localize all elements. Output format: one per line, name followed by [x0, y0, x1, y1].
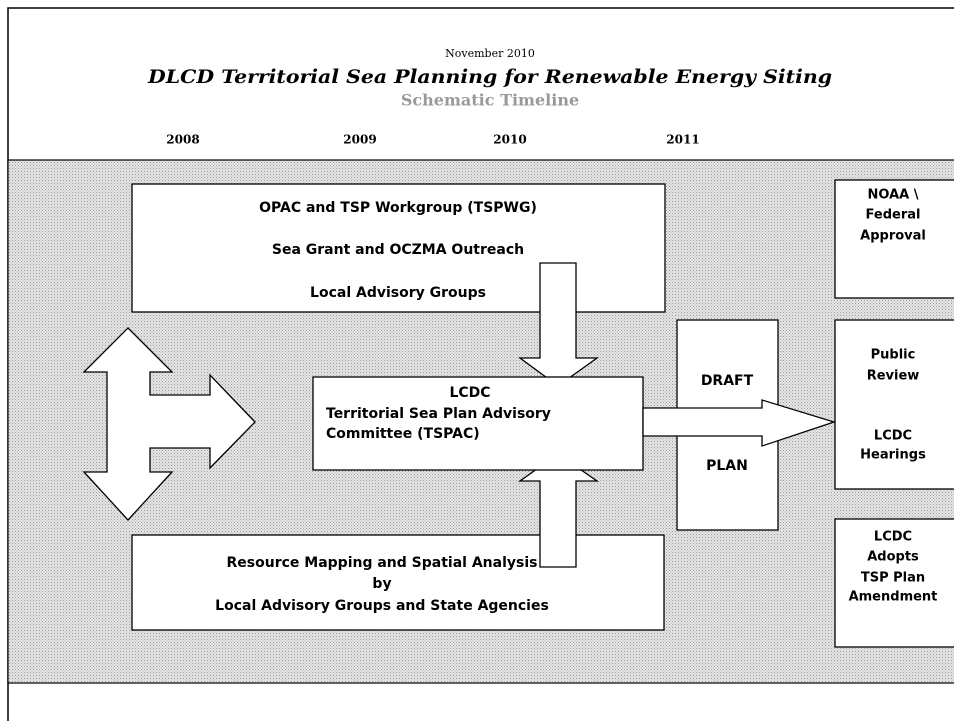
down-arrow — [518, 262, 600, 387]
box-text: by — [372, 576, 391, 592]
box-text: Hearings — [860, 448, 926, 463]
box-text: Committee (TSPAC) — [326, 426, 480, 442]
box-text: Sea Grant and OCZMA Outreach — [272, 242, 524, 258]
box-text: Review — [867, 369, 920, 384]
box-text: Resource Mapping and Spatial Analysis — [227, 555, 538, 571]
box-text: Public — [871, 348, 916, 363]
date: November 2010 — [445, 47, 535, 60]
right-arrow — [642, 399, 837, 447]
box-text: Federal — [866, 208, 921, 223]
year: 2011 — [666, 133, 699, 147]
box-text: LCDC — [449, 385, 490, 401]
box-text: NOAA \ — [868, 188, 919, 203]
box-text: Amendment — [849, 590, 938, 605]
year: 2010 — [493, 133, 526, 147]
box-text: TSP Plan — [861, 571, 925, 586]
box-text: PLAN — [706, 458, 748, 474]
box-text: LCDC — [874, 429, 912, 444]
year: 2009 — [343, 133, 376, 147]
title: DLCD Territorial Sea Planning for Renewa… — [147, 66, 832, 88]
box-text: OPAC and TSP Workgroup (TSPWG) — [259, 200, 537, 216]
box-text: LCDC — [874, 530, 912, 545]
box-text: Approval — [860, 229, 926, 244]
box-text: Local Advisory Groups and State Agencies — [215, 598, 549, 614]
box-text: Local Advisory Groups — [310, 285, 486, 301]
mapping-box — [131, 534, 665, 631]
adopts-box — [834, 518, 954, 648]
committee-box — [312, 376, 644, 471]
box-text: Adopts — [867, 550, 919, 565]
subtitle: Schematic Timeline — [401, 91, 579, 110]
review-box — [834, 319, 954, 490]
three-way-arrow — [82, 327, 256, 521]
year: 2008 — [166, 133, 199, 147]
box-text: DRAFT — [701, 373, 754, 389]
box-text: Territorial Sea Plan Advisory — [326, 406, 551, 422]
federal-box — [834, 179, 954, 299]
